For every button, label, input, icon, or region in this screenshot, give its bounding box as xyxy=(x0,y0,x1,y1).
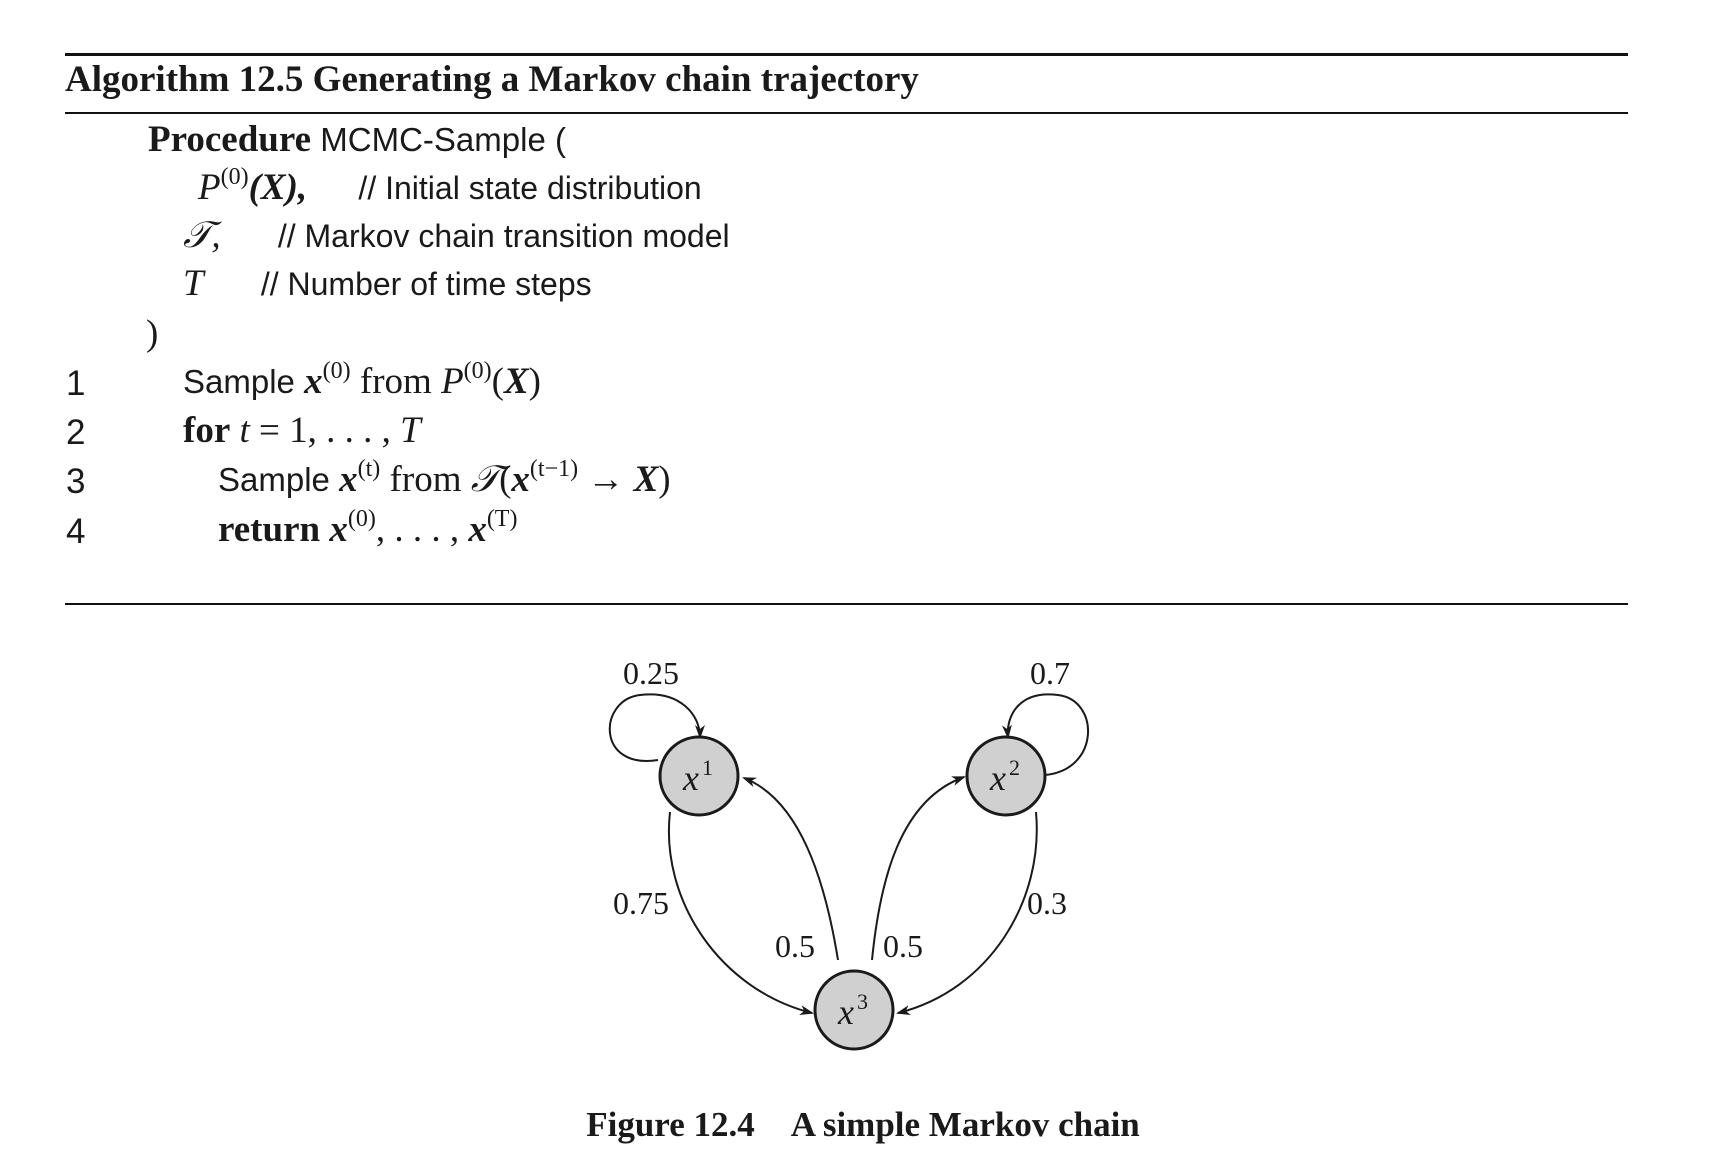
param-arg: (X), xyxy=(248,167,308,208)
step-sup: (t) xyxy=(357,456,381,482)
node-x1-sup: 1 xyxy=(702,755,713,780)
procedure-keyword: Procedure xyxy=(148,119,312,160)
step-3: Sample x(t) from 𝒯(x(t−1) → X) xyxy=(218,456,671,500)
step-var: X xyxy=(633,459,659,500)
param-symbol: T xyxy=(183,263,204,304)
step-sup: (0) xyxy=(347,506,376,532)
step-var: x xyxy=(304,361,323,402)
edge-x2-to-x3 xyxy=(896,811,1038,1015)
param-comment: // Initial state distribution xyxy=(358,170,702,206)
algorithm-title: Algorithm 12.5 Generating a Markov chain… xyxy=(65,59,919,100)
step-var: t xyxy=(239,410,250,451)
edge-x2-self-loop xyxy=(1001,693,1090,776)
step-arrow: → xyxy=(578,459,634,500)
edge-label-x2-self: 0.7 xyxy=(1030,655,1070,691)
step-ellipsis: , . . . , xyxy=(375,509,469,550)
param-transition-model: 𝒯, // Markov chain transition model xyxy=(183,214,730,258)
step-var: x xyxy=(468,509,487,550)
step-word: from xyxy=(359,361,432,402)
close-paren: ) xyxy=(146,313,159,354)
edge-label-x2-to-x3: 0.3 xyxy=(1027,885,1067,921)
edge-label-x1-to-x3: 0.75 xyxy=(613,885,669,921)
step-var: 𝒯 xyxy=(470,459,500,500)
param-symbol: 𝒯, xyxy=(183,215,221,256)
edge-x3-to-x2 xyxy=(871,776,966,961)
edge-x1-self-loop xyxy=(608,693,705,762)
step-word: Sample xyxy=(183,363,295,400)
edge-x1-to-x3 xyxy=(667,811,814,1015)
node-x3-sup: 3 xyxy=(857,989,868,1014)
node-x1: x 1 xyxy=(658,735,740,817)
param-time-steps: T // Number of time steps xyxy=(183,262,592,306)
node-x1-base: x xyxy=(682,758,699,798)
step-sup: (t−1) xyxy=(529,456,579,482)
procedure-name: MCMC-Sample ( xyxy=(320,121,566,158)
step-sup: (0) xyxy=(322,358,351,384)
step-word: Sample xyxy=(218,461,330,498)
param-symbol: P xyxy=(198,167,221,208)
param-sup: (0) xyxy=(220,164,249,190)
algorithm-top-rule xyxy=(65,53,1628,56)
step-var: x xyxy=(511,459,530,500)
step-keyword: return xyxy=(218,509,321,550)
node-x2-sup: 2 xyxy=(1009,755,1020,780)
edge-x3-to-x1 xyxy=(742,777,839,961)
algorithm-title-rule xyxy=(65,112,1628,114)
node-x3-base: x xyxy=(837,992,854,1032)
step-var: x xyxy=(329,509,348,550)
line-number: 1 xyxy=(66,364,86,403)
line-number: 2 xyxy=(66,413,86,452)
step-word: from xyxy=(389,459,462,500)
step-keyword: for xyxy=(183,410,231,451)
node-x3: x 3 xyxy=(813,969,895,1051)
step-var: x xyxy=(339,459,358,500)
markov-chain-diagram: 0.25 0.7 0.75 0.5 0.5 0.3 x 1 x 2 x 3 xyxy=(608,655,1090,1051)
line-number: 4 xyxy=(66,512,86,551)
node-x2: x 2 xyxy=(965,735,1047,817)
step-range: = 1, . . . , xyxy=(249,410,401,451)
step-4: return x(0), . . . , x(T) xyxy=(218,506,518,552)
node-x2-base: x xyxy=(989,758,1006,798)
param-comment: // Markov chain transition model xyxy=(277,218,730,254)
edge-label-x3-to-x1: 0.5 xyxy=(775,928,815,964)
param-initial-distribution: P(0)(X), // Initial state distribution xyxy=(198,164,702,210)
step-1: Sample x(0) from P(0)(X) xyxy=(183,358,541,402)
step-var: T xyxy=(400,410,421,451)
step-var: X xyxy=(503,361,529,402)
edge-label-x3-to-x2: 0.5 xyxy=(883,928,923,964)
param-comment: // Number of time steps xyxy=(260,266,592,302)
step-sup: (T) xyxy=(486,506,518,532)
step-2: for t = 1, . . . , T xyxy=(183,409,421,453)
step-sup: (0) xyxy=(463,358,492,384)
step-var: P xyxy=(441,361,464,402)
line-number: 3 xyxy=(66,462,86,501)
figure-caption-text: A simple Markov chain xyxy=(790,1105,1140,1144)
procedure-header: Procedure MCMC-Sample ( xyxy=(148,118,566,162)
procedure-close-paren: ) xyxy=(146,312,158,356)
figure-caption-label: Figure 12.4 xyxy=(586,1105,755,1144)
algorithm-bottom-rule xyxy=(65,603,1628,605)
figure-caption: Figure 12.4 A simple Markov chain xyxy=(0,1105,1726,1145)
edge-label-x1-self: 0.25 xyxy=(623,655,679,691)
